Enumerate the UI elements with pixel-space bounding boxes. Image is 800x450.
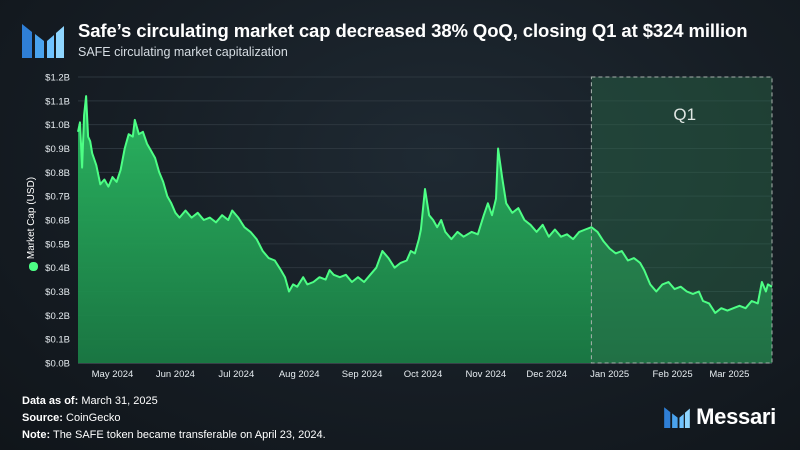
y-tick-label: $0.3B <box>45 287 70 298</box>
y-tick-label: $0.6B <box>45 216 70 227</box>
x-axis-ticks: May 2024 Jun 2024 Jul 2024 Aug 2024 Sep 2024… <box>92 369 750 380</box>
messari-logo-icon <box>22 24 64 58</box>
y-tick-label: $0.0B <box>45 359 70 370</box>
x-tick-label: Jul 2024 <box>218 369 254 380</box>
q1-highlight-box <box>590 76 773 364</box>
y-tick-label: $0.8B <box>45 168 70 179</box>
legend-swatch <box>29 262 38 271</box>
y-tick-label: $0.7B <box>45 192 70 203</box>
x-tick-label: Sep 2024 <box>342 369 383 380</box>
chart-subtitle: SAFE circulating market capitalization <box>78 45 288 59</box>
x-tick-label: Dec 2024 <box>526 369 567 380</box>
messari-wordmark: Messari <box>696 404 776 429</box>
note: Note: The SAFE token became transferable… <box>22 429 326 441</box>
x-tick-label: Aug 2024 <box>279 369 320 380</box>
source: Source: CoinGecko <box>22 412 121 424</box>
x-tick-label: Jun 2024 <box>156 369 195 380</box>
messari-brand: Messari <box>664 404 776 430</box>
y-tick-label: $0.1B <box>45 335 70 346</box>
chart-title: Safe’s circulating market cap decreased … <box>78 20 748 41</box>
y-tick-label: $0.4B <box>45 263 70 274</box>
x-tick-label: Jan 2025 <box>590 369 629 380</box>
x-tick-label: Mar 2025 <box>709 369 749 380</box>
y-tick-label: $1.1B <box>45 96 70 107</box>
data-as-of: Data as of: March 31, 2025 <box>22 395 158 407</box>
market-cap-chart: $0.0B $0.1B $0.2B $0.3B $0.4B $0.5B $0.6B $0.7B… <box>26 72 773 380</box>
y-axis-label: Market Cap (USD) <box>26 177 37 259</box>
x-tick-label: May 2024 <box>92 369 134 380</box>
y-axis-ticks: $0.0B $0.1B $0.2B $0.3B $0.4B $0.5B $0.6B $0.7B… <box>45 73 70 370</box>
footer-notes: Data as of: March 31, 2025 Source: CoinG… <box>22 393 326 444</box>
y-tick-label: $1.2B <box>45 73 70 84</box>
x-tick-label: Nov 2024 <box>466 369 507 380</box>
market-cap-line <box>77 95 773 314</box>
q1-label: Q1 <box>673 105 696 124</box>
y-tick-label: $0.5B <box>45 239 70 250</box>
market-cap-area <box>78 96 772 363</box>
y-tick-label: $0.9B <box>45 144 70 155</box>
y-tick-label: $0.2B <box>45 311 70 322</box>
x-tick-label: Oct 2024 <box>404 369 443 380</box>
messari-brand-icon <box>664 407 690 428</box>
x-tick-label: Feb 2025 <box>652 369 692 380</box>
y-tick-label: $1.0B <box>45 120 70 131</box>
